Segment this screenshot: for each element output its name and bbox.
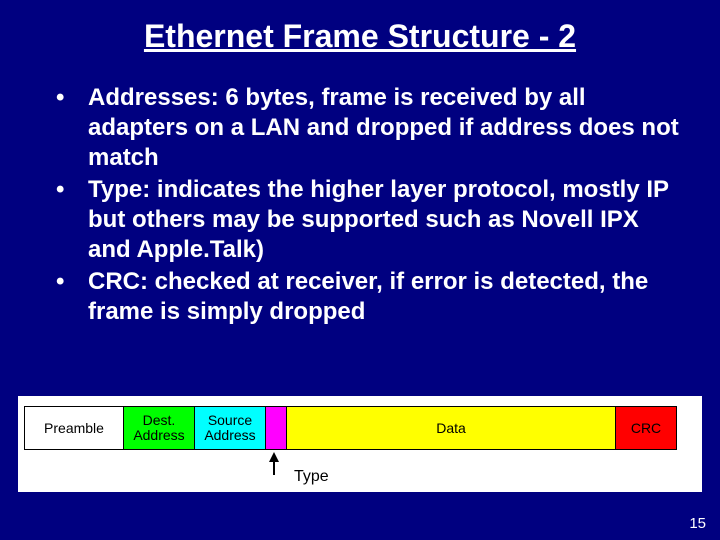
frame-diagram: Preamble Dest. Address Source Address Da… [18,396,702,492]
type-arrow-stem [273,461,275,475]
segment-type [265,406,287,450]
bullet-list: Addresses: 6 bytes, frame is received by… [0,55,720,327]
segment-preamble: Preamble [24,406,124,450]
frame-row: Preamble Dest. Address Source Address Da… [24,406,677,450]
segment-crc: CRC [615,406,677,450]
segment-source-address: Source Address [194,406,266,450]
bullet-item: CRC: checked at receiver, if error is de… [40,267,680,327]
bullet-item: Addresses: 6 bytes, frame is received by… [40,83,680,173]
segment-data: Data [286,406,616,450]
slide-title: Ethernet Frame Structure - 2 [0,0,720,55]
type-label: Type [294,468,329,486]
segment-dest-address: Dest. Address [123,406,195,450]
page-number: 15 [689,515,706,532]
bullet-item: Type: indicates the higher layer protoco… [40,175,680,265]
